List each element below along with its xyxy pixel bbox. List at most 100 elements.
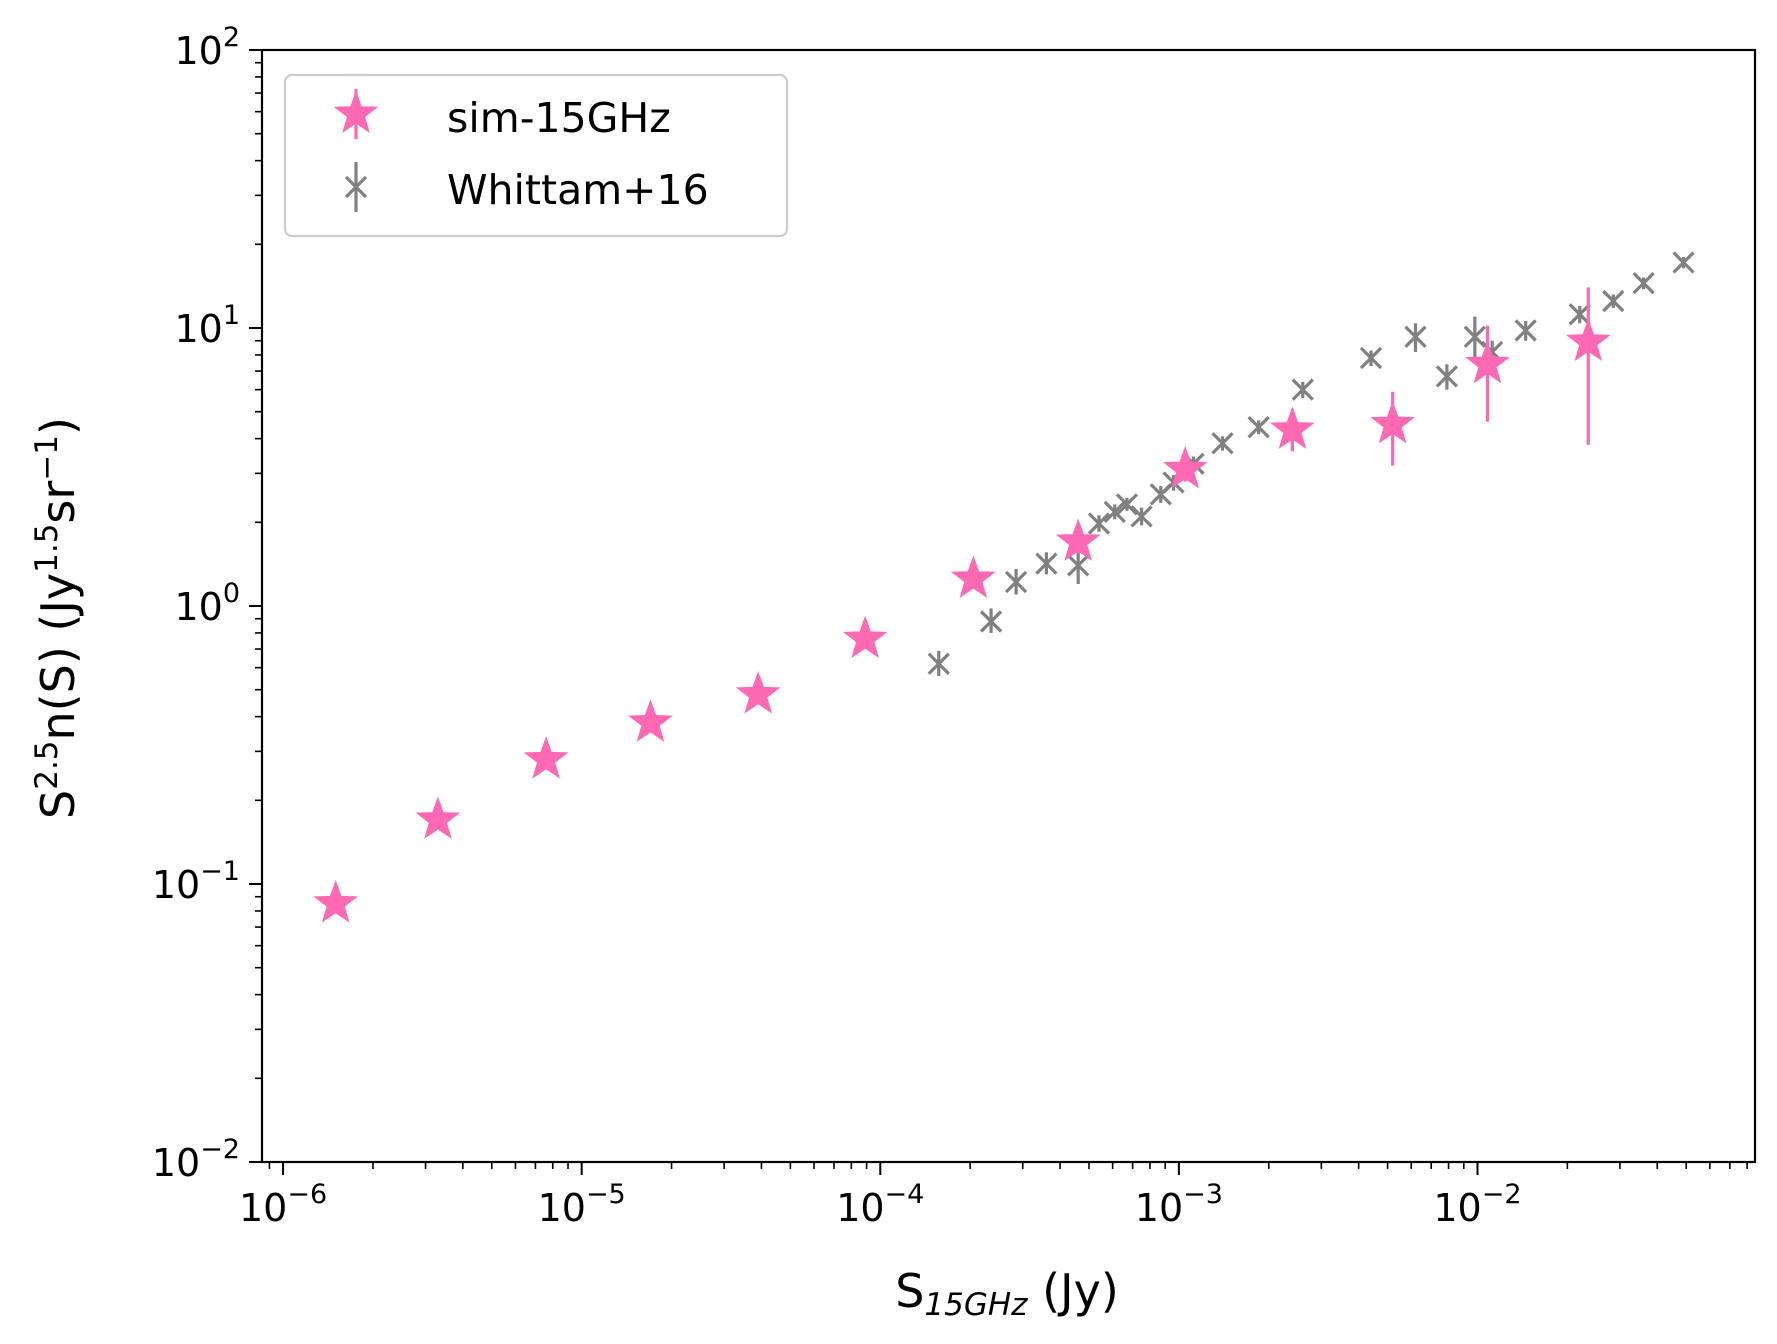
axes-frame [260, 48, 1757, 1164]
data-point-star [523, 736, 569, 779]
data-point-x [1004, 570, 1028, 594]
x-marker-stroke [927, 652, 950, 675]
x-marker-stroke [1211, 432, 1234, 455]
legend-box [283, 73, 789, 238]
x-marker-stroke [1004, 570, 1028, 594]
data-point-x [1103, 500, 1126, 524]
x-marker-stroke [344, 175, 368, 199]
x-tick-label: 10−5 [538, 1179, 626, 1230]
legend-marker-whittam16 [344, 162, 368, 212]
data-point-star [1465, 340, 1510, 384]
x-marker-stroke [1067, 554, 1090, 577]
data-point-x [1672, 251, 1695, 274]
y-tick-label: 100 [174, 578, 240, 629]
x-marker-stroke [979, 610, 1003, 633]
data-point-x [1359, 346, 1383, 370]
x-marker-stroke [1103, 500, 1126, 524]
data-point-x [1435, 365, 1459, 388]
y-tick-exp: 2 [223, 22, 240, 53]
data-point-star [735, 671, 781, 714]
data-point-star [313, 880, 358, 923]
data-point-x [1130, 505, 1153, 528]
x-tick-exp: −4 [885, 1179, 925, 1210]
y-tick-exp: −2 [200, 1134, 240, 1165]
y-tick-base: 10 [152, 863, 200, 907]
x-tick-base: 10 [1433, 1186, 1481, 1230]
x-tick-exp: −6 [287, 1179, 327, 1210]
plot-content [313, 251, 1695, 923]
legend-label-sim-15GHz: sim-15GHz [447, 94, 671, 142]
legend: sim-15GHz Whittam+16 [283, 73, 789, 238]
data-point-x [1404, 325, 1427, 348]
data-point-x [979, 610, 1003, 633]
y-tick-label: 10−2 [152, 1134, 240, 1185]
y-axis-label-s3: −1 [29, 435, 65, 481]
data-point-star [1370, 400, 1416, 444]
data-point-x [927, 652, 950, 675]
x-marker-stroke [1568, 303, 1591, 326]
x-marker-stroke [1115, 493, 1139, 516]
data-point-x [1632, 272, 1655, 295]
data-point-x [1115, 493, 1139, 516]
x-marker-stroke [1602, 289, 1625, 313]
y-axis-label: S2.5n(S) (Jy1.5sr−1) [29, 417, 85, 819]
y-tick-label: 102 [174, 22, 240, 73]
data-point-x [1087, 512, 1111, 535]
data-point-star [842, 615, 888, 659]
x-tick-base: 10 [538, 1186, 586, 1230]
data-point-star [415, 796, 461, 839]
data-point-star [1162, 445, 1208, 489]
x-tick-exp: −3 [1183, 1179, 1223, 1210]
data-point-x [1247, 415, 1270, 439]
x-marker-stroke [1404, 325, 1427, 348]
x-marker-stroke [1130, 505, 1153, 528]
x-marker-stroke [1291, 378, 1314, 401]
data-point-x [1211, 432, 1234, 455]
y-tick-base: 10 [152, 1141, 200, 1185]
x-marker-stroke [1087, 512, 1111, 535]
x-marker-stroke [1632, 272, 1655, 295]
data-point-x [1514, 319, 1537, 342]
x-tick-base: 10 [239, 1186, 287, 1230]
data-point-x [1568, 303, 1591, 326]
y-tick-base: 10 [174, 29, 222, 73]
series-sim-15GHz [313, 287, 1611, 923]
x-tick-exp: −5 [586, 1179, 626, 1210]
y-tick-label: 101 [174, 300, 240, 351]
x-tick-label: 10−3 [1135, 1179, 1223, 1230]
x-marker-stroke [1035, 552, 1058, 575]
x-marker-stroke [1435, 365, 1459, 388]
y-axis-label-s2: 1.5 [29, 524, 65, 573]
x-tick-base: 10 [836, 1186, 884, 1230]
data-point-x [1602, 289, 1625, 313]
x-marker-stroke [1463, 325, 1486, 348]
x-marker-stroke [1514, 319, 1537, 342]
x-tick-label: 10−2 [1433, 1179, 1521, 1230]
y-tick-base: 10 [174, 585, 222, 629]
legend-marker-sim-15GHz [333, 89, 379, 139]
x-tick-labels: 10−6 10−5 10−4 10−3 10−2 [239, 1179, 1522, 1230]
major-ticks [249, 49, 1479, 1175]
x-tick-label: 10−6 [239, 1179, 327, 1230]
minor-ticks [255, 61, 1748, 1169]
x-axis-label-base: S [895, 1264, 924, 1318]
x-axis-label-sub: 15GHz [924, 1287, 1028, 1323]
x-marker-stroke [1359, 346, 1383, 370]
data-point-star [951, 555, 996, 599]
y-axis-label-b1: S [31, 790, 85, 819]
x-marker-stroke [1247, 415, 1270, 439]
legend-x-icon [344, 175, 368, 199]
x-axis-label-unit: (Jy) [1027, 1264, 1118, 1318]
y-axis-label-b4: ) [31, 417, 85, 435]
x-tick-exp: −2 [1482, 1179, 1522, 1210]
x-axis-label: S15GHz (Jy) [895, 1264, 1119, 1323]
y-axis-label-s1: 2.5 [29, 740, 65, 789]
y-tick-base: 10 [174, 307, 222, 351]
x-tick-base: 10 [1135, 1186, 1183, 1230]
data-point-star [628, 699, 673, 742]
y-tick-label: 10−1 [152, 856, 240, 907]
y-tick-exp: 0 [223, 578, 240, 609]
